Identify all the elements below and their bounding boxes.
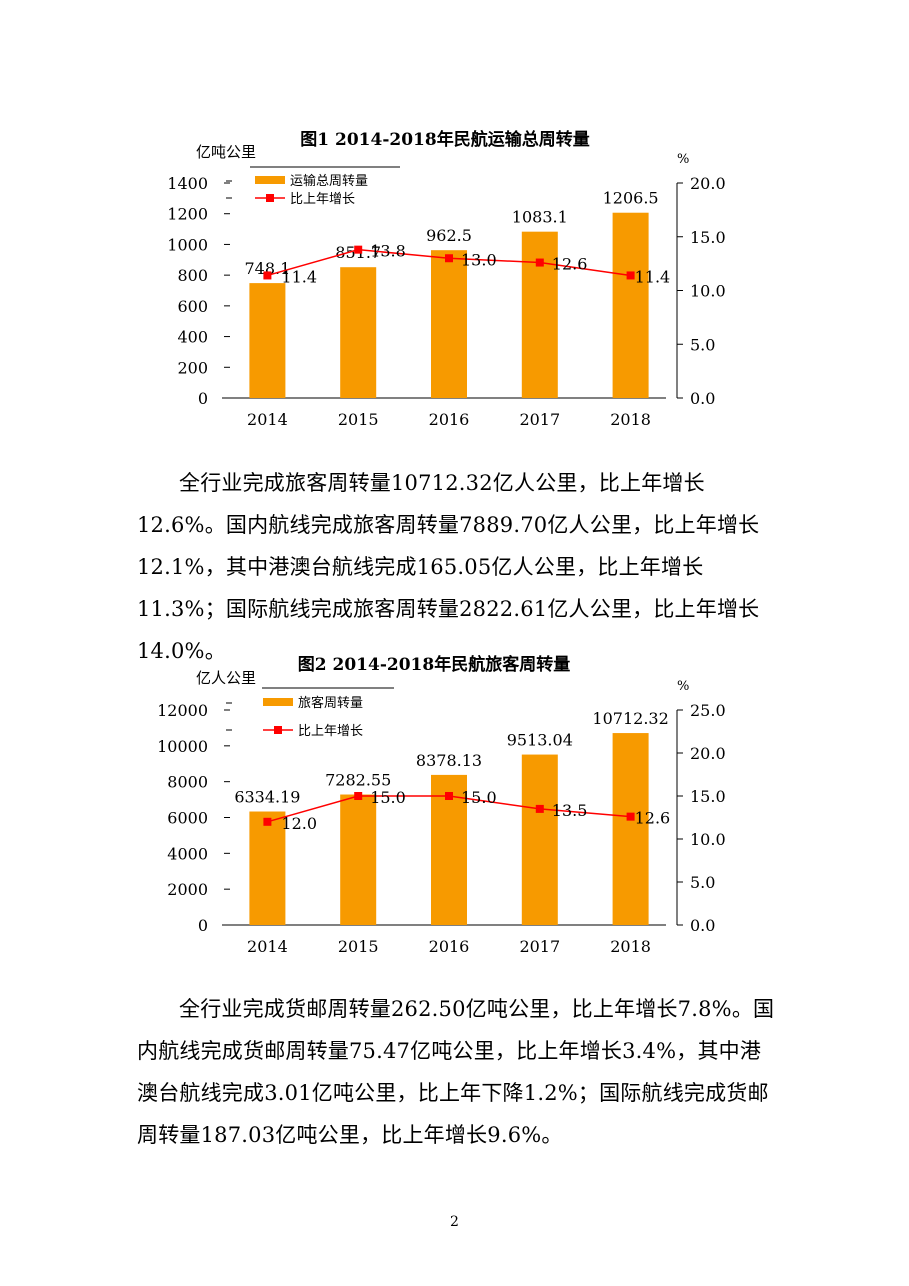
y-left-tick-label: 6000 xyxy=(167,809,208,828)
bar xyxy=(249,283,286,398)
growth-value-label: 13.5 xyxy=(552,801,588,820)
x-tick-label: 2016 xyxy=(429,410,470,429)
paragraph-passenger: 全行业完成旅客周转量10712.32亿人公里，比上年增长12.6%。国内航线完成… xyxy=(137,471,760,663)
y-left-tick-label: 1200 xyxy=(167,205,208,224)
bar-value-label: 962.5 xyxy=(426,226,472,245)
x-tick-label: 2018 xyxy=(610,937,651,956)
legend-bar-swatch xyxy=(255,176,285,184)
x-tick-label: 2014 xyxy=(247,937,288,956)
growth-point xyxy=(535,804,544,813)
chart-2-legend-line-label: 比上年增长 xyxy=(298,724,363,739)
growth-value-label: 11.4 xyxy=(281,267,317,286)
bar-value-label: 9513.04 xyxy=(507,731,573,750)
bar-value-label: 1083.1 xyxy=(512,208,568,227)
growth-point xyxy=(535,258,544,267)
x-tick-label: 2015 xyxy=(338,937,379,956)
y-right-tick-label: 10.0 xyxy=(690,282,726,301)
chart-1-legend: 运输总周转量 比上年增长 xyxy=(226,173,368,207)
bar xyxy=(340,267,377,398)
bar xyxy=(612,733,649,925)
growth-value-label: 15.0 xyxy=(461,788,497,807)
bar-value-label: 10712.32 xyxy=(592,709,668,728)
x-tick-label: 2016 xyxy=(429,937,470,956)
x-tick-label: 2018 xyxy=(610,410,651,429)
legend-bar-swatch xyxy=(263,698,293,706)
y-right-tick-label: 20.0 xyxy=(690,174,726,193)
chart-2-left-unit: 亿人公里 xyxy=(196,669,256,687)
bar xyxy=(521,754,558,925)
y-left-tick-label: 1400 xyxy=(167,174,208,193)
chart-1-block: 图1 2014-2018年民航运输总周转量 亿吨公里 % 0 200 400 600 8… xyxy=(0,0,909,454)
chart-1-legend-bar-label: 运输总周转量 xyxy=(290,173,368,189)
growth-point xyxy=(626,271,635,280)
bar-value-label: 8378.13 xyxy=(416,751,482,770)
chart-1-right-unit: % xyxy=(677,152,689,167)
bar-value-label: 7282.55 xyxy=(325,771,391,790)
growth-point xyxy=(445,792,453,800)
growth-value-label: 15.0 xyxy=(370,788,406,807)
y-left-tick-label: 8000 xyxy=(167,773,208,792)
chart-2: 图2 2014-2018年民航旅客周转量 亿人公里 % 0 2000 4000 600… xyxy=(157,654,726,956)
growth-value-label: 11.4 xyxy=(635,267,671,286)
y-left-tick-label: 400 xyxy=(177,328,208,347)
chart-1: 图1 2014-2018年民航运输总周转量 亿吨公里 % 0 200 400 600 8… xyxy=(167,129,726,429)
y-right-tick-label: 20.0 xyxy=(690,744,726,763)
growth-point xyxy=(263,817,272,826)
chart-2-legend-bar-label: 旅客周转量 xyxy=(298,695,363,711)
growth-point xyxy=(445,254,453,263)
y-right-tick-label: 0.0 xyxy=(690,916,715,935)
growth-value-label: 13.8 xyxy=(370,242,406,261)
growth-value-label: 12.0 xyxy=(281,814,317,833)
x-tick-label: 2014 xyxy=(247,410,288,429)
chart-1-title: 图1 2014-2018年民航运输总周转量 xyxy=(300,129,589,150)
x-tick-label: 2017 xyxy=(519,937,560,956)
chart-2-block: 图2 2014-2018年民航旅客周转量 亿人公里 % 0 2000 4000 600… xyxy=(0,640,909,984)
y-right-tick-label: 10.0 xyxy=(690,830,726,849)
growth-point xyxy=(626,812,635,821)
bar-value-label: 6334.19 xyxy=(234,788,300,807)
bar xyxy=(340,794,377,925)
y-left-tick-label: 0 xyxy=(198,389,208,408)
y-right-tick-label: 15.0 xyxy=(690,228,726,247)
bar xyxy=(612,212,649,398)
chart-1-legend-line-label: 比上年增长 xyxy=(290,192,355,207)
y-left-tick-label: 2000 xyxy=(167,880,208,899)
bar-value-label: 1206.5 xyxy=(603,189,659,208)
chart-2-legend: 旅客周转量 比上年增长 xyxy=(226,695,363,739)
y-left-tick-label: 200 xyxy=(177,358,208,377)
page-number: 2 xyxy=(450,1214,459,1230)
y-right-tick-label: 5.0 xyxy=(690,335,715,354)
growth-value-label: 13.0 xyxy=(461,250,497,269)
x-tick-label: 2015 xyxy=(338,410,379,429)
y-left-tick-label: 4000 xyxy=(167,844,208,863)
chart-2-title: 图2 2014-2018年民航旅客周转量 xyxy=(298,654,570,675)
legend-line-marker xyxy=(274,726,282,734)
bar xyxy=(431,250,467,398)
legend-line-marker xyxy=(266,194,274,202)
bar-value-label: 748.1 xyxy=(244,259,290,278)
y-left-tick-label: 12000 xyxy=(157,701,208,720)
y-left-tick-label: 1000 xyxy=(167,235,208,254)
growth-value-label: 12.6 xyxy=(635,809,671,828)
growth-value-label: 12.6 xyxy=(552,255,588,274)
y-left-tick-label: 800 xyxy=(177,266,208,285)
growth-point xyxy=(263,271,272,280)
growth-point xyxy=(354,245,363,254)
growth-point xyxy=(354,792,363,800)
chart-2-right-unit: % xyxy=(677,679,689,694)
y-left-tick-label: 0 xyxy=(198,916,208,935)
y-left-tick-label: 10000 xyxy=(157,737,208,756)
y-left-tick-label: 600 xyxy=(177,297,208,316)
paragraph-cargo: 全行业完成货邮周转量262.50亿吨公里，比上年增长7.8%。国内航线完成货邮周… xyxy=(137,997,775,1147)
x-tick-label: 2017 xyxy=(519,410,560,429)
chart-1-left-unit: 亿吨公里 xyxy=(196,143,256,161)
y-right-tick-label: 0.0 xyxy=(690,389,715,408)
y-right-tick-label: 15.0 xyxy=(690,787,726,806)
y-right-tick-label: 5.0 xyxy=(690,873,715,892)
y-right-tick-label: 25.0 xyxy=(690,701,726,720)
bar xyxy=(249,811,286,925)
